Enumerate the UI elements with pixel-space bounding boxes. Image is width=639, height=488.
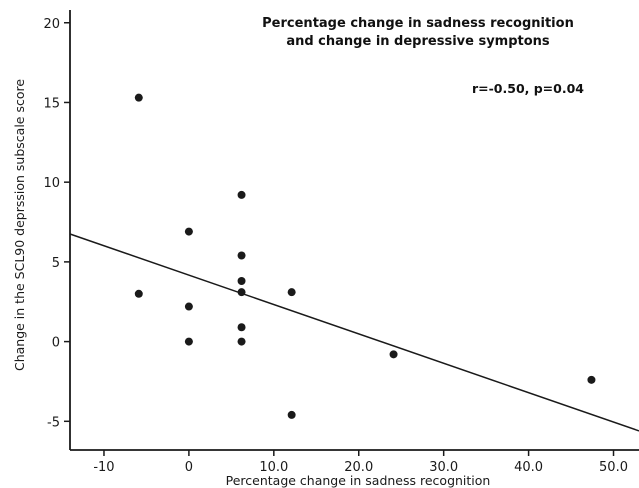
data-point [587,375,596,384]
data-points [134,93,596,419]
axes [69,10,639,451]
correlation-annotation: r=-0.50, p=0.04 [472,81,584,96]
data-point [237,323,246,332]
data-point [389,350,398,359]
data-point [184,302,193,311]
data-point [237,337,246,346]
data-point [287,410,296,419]
x-tick-label: 50.0 [599,460,628,475]
data-point [134,289,143,298]
data-point [287,288,296,297]
x-tick-label: 30.0 [429,460,458,475]
chart-title-line-2: and change in depressive symptons [286,34,550,49]
x-tick-label: 20.0 [344,460,373,475]
data-point [237,251,246,260]
y-tick-label: -5 [47,415,60,430]
x-tick-label: 10.0 [259,460,288,475]
data-point [134,93,143,102]
data-point [184,227,193,236]
y-tick-label: 15 [43,96,60,111]
chart-title-line-1: Percentage change in sadness recognition [262,16,574,31]
regression-line [69,233,639,432]
x-tick-label: -10 [93,460,114,475]
y-axis-title: Change in the SCL90 deprssion subscale s… [12,79,27,371]
y-ticks: -5 0 5 10 15 20 [43,17,70,430]
y-tick-label: 5 [52,256,60,271]
data-point [237,288,246,297]
x-tick-label: 40.0 [514,460,543,475]
y-tick-label: 10 [43,176,60,191]
y-tick-label: 20 [43,17,60,32]
data-point [237,190,246,199]
x-axis-title: Percentage change in sadness recognition [226,473,491,488]
x-tick-label: 0 [185,460,193,475]
data-point [237,277,246,286]
data-point [184,337,193,346]
y-tick-label: 0 [52,336,60,351]
x-ticks: -10 0 10.0 20.0 30.0 40.0 50.0 [93,450,628,475]
